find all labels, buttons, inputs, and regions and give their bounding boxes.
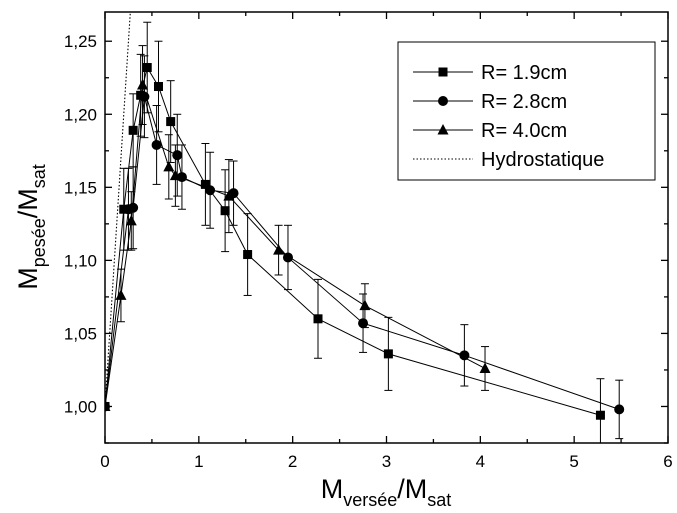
legend-box [397, 41, 656, 181]
legend-items: R= 1.9cm R= 2.8cm R= 4.0cm Hydrostatique [413, 62, 604, 171]
legend-item: R= 2.8cm [413, 91, 567, 113]
x-tick-label: 0 [100, 452, 109, 471]
series-hydrostatique [105, 12, 131, 407]
y-axis-label: Mpesée/Msat [13, 164, 49, 290]
y-tick-label: 1,15 [64, 178, 97, 197]
data-point [166, 117, 176, 127]
data-point [151, 139, 162, 150]
data-point [220, 206, 230, 216]
legend-label: R= 1.9cm [481, 62, 567, 84]
legend-marker [437, 124, 449, 135]
data-point [359, 299, 371, 311]
data-point [128, 202, 139, 213]
data-point [115, 289, 127, 300]
x-tick-label: 3 [382, 452, 391, 471]
data-point [595, 410, 605, 420]
data-point [125, 214, 137, 226]
legend: R= 1.9cm R= 2.8cm R= 4.0cm Hydrostatique [397, 41, 656, 181]
data-point [358, 318, 369, 329]
y-tick-label: 1,25 [64, 32, 97, 51]
legend-item: R= 4.0cm [413, 120, 567, 142]
data-point [137, 79, 149, 90]
data-point [105, 400, 111, 411]
data-point [128, 125, 138, 135]
y-tick-label: 1,20 [64, 105, 97, 124]
y-tick-label: 1,10 [64, 251, 97, 270]
data-point [273, 244, 285, 255]
hydrostatique-line [105, 12, 131, 407]
legend-label: R= 4.0cm [481, 120, 567, 142]
data-point [172, 150, 183, 161]
data-point [243, 250, 253, 260]
x-tick-label: 6 [663, 452, 672, 471]
data-point [459, 350, 470, 361]
legend-item: Hydrostatique [413, 149, 604, 171]
plot-data [105, 12, 625, 443]
legend-label: Hydrostatique [481, 149, 604, 171]
y-tick-label: 1,05 [64, 324, 97, 343]
x-tick-label: 5 [569, 452, 578, 471]
data-point [479, 362, 491, 373]
legend-item: R= 1.9cm [413, 62, 567, 84]
y-tick-label: 1,00 [64, 397, 97, 416]
series-circle [105, 55, 625, 440]
data-point [223, 190, 235, 201]
legend-label: R= 2.8cm [481, 91, 567, 113]
data-point [200, 179, 210, 189]
legend-marker [438, 96, 448, 106]
series-triangle [105, 45, 491, 411]
data-point [614, 404, 625, 415]
x-axis: 0 1 2 3 4 5 6 [100, 12, 673, 471]
x-tick-label: 4 [476, 452, 485, 471]
x-tick-label: 1 [194, 452, 203, 471]
data-point [163, 160, 175, 172]
data-point [313, 314, 323, 324]
x-tick-label: 2 [288, 452, 297, 471]
y-axis: 1,00 1,05 1,10 1,15 1,20 1,25 [64, 32, 668, 444]
data-point [153, 82, 163, 92]
data-point [383, 349, 393, 359]
legend-marker [438, 67, 448, 77]
data-point [169, 169, 181, 181]
x-axis-label: Mversée/Msat [321, 474, 452, 510]
data-point [142, 63, 152, 73]
